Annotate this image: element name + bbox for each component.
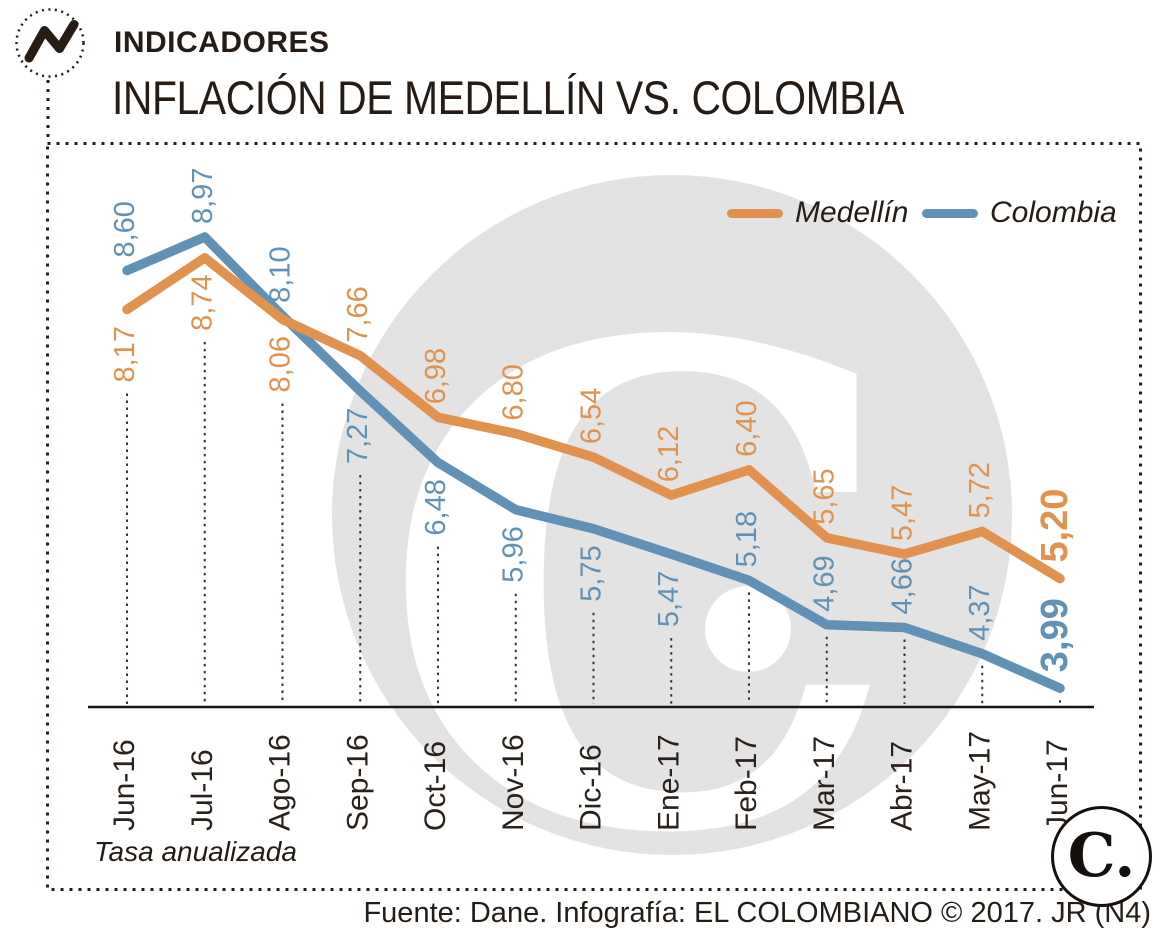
el-colombiano-logo: C.: [1051, 806, 1152, 907]
value-label-medellin-Abr-17: 5,47: [887, 485, 919, 541]
value-label-colombia-Abr-17: 4,66: [887, 558, 919, 614]
value-label-colombia-Oct-16: 6,48: [420, 479, 452, 535]
value-label-medellin-Ene-17: 6,12: [653, 426, 685, 482]
value-label-medellin-Oct-16: 6,98: [420, 348, 452, 404]
source-credit: Fuente: Dane. Infografía: EL COLOMBIANO …: [363, 897, 1151, 929]
axis-label-May-17: May-17: [963, 731, 996, 831]
axis-label-Jul-16: Jul-16: [186, 749, 219, 831]
value-label-medellin-Jun-16: 8,17: [109, 326, 141, 382]
colombia-line-swatch: [922, 208, 978, 218]
legend-label-medellin: Medellín: [795, 196, 909, 229]
value-label-colombia-Feb-17: 5,18: [731, 511, 763, 567]
watermark-disk: [332, 175, 1012, 855]
axis-label-Oct-16: Oct-16: [419, 741, 452, 831]
indicators-logo-circle: [15, 8, 85, 78]
value-label-colombia-Ene-17: 5,47: [653, 571, 685, 627]
value-label-medellin-May-17: 5,72: [964, 462, 996, 518]
value-label-colombia-Dic-16: 5,75: [576, 545, 608, 601]
axis-label-Dic-16: Dic-16: [575, 744, 608, 831]
value-label-colombia-Ago-16: 8,10: [265, 246, 297, 302]
value-label-medellin-Sep-16: 7,66: [342, 286, 374, 342]
axis-label-Mar-17: Mar-17: [808, 736, 841, 831]
value-label-colombia-Jul-16: 8,97: [187, 168, 219, 224]
value-label-medellin-Mar-17: 5,65: [809, 468, 841, 524]
axis-label-Ago-16: Ago-16: [264, 734, 297, 831]
value-label-medellin-Jun-17: 5,20: [1034, 489, 1076, 563]
medellin-line-swatch: [727, 208, 783, 218]
value-label-colombia-Nov-16: 5,96: [498, 526, 530, 582]
value-label-medellin-Feb-17: 6,40: [731, 400, 763, 456]
frame-border: [46, 142, 1142, 891]
series-line-medellín: [122, 253, 1065, 584]
axis-label-Jun-17: Jun-17: [1041, 739, 1074, 831]
axis-label-Ene-17: Ene-17: [652, 734, 685, 831]
axis-label-Feb-17: Feb-17: [730, 736, 763, 831]
value-label-medellin-Dic-16: 6,54: [576, 388, 608, 444]
page-title: INFLACIÓN DE MEDELLÍN VS. COLOMBIA: [112, 71, 904, 124]
value-label-colombia-Sep-16: 7,27: [342, 408, 374, 464]
watermark-c-logo: C: [378, 202, 903, 944]
section-kicker: INDICADORES: [114, 26, 330, 59]
legend-item-colombia: Colombia: [922, 196, 1117, 230]
value-label-colombia-Jun-16: 8,60: [109, 201, 141, 257]
chart-note: Tasa anualizada: [94, 836, 297, 867]
value-label-medellin-Nov-16: 6,80: [498, 364, 530, 420]
legend-item-medellin: Medellín: [727, 196, 908, 230]
axis-label-Nov-16: Nov-16: [497, 734, 530, 831]
value-label-medellin-Jul-16: 8,74: [187, 274, 219, 330]
axis-label-Sep-16: Sep-16: [341, 734, 374, 831]
legend-label-colombia: Colombia: [990, 196, 1117, 229]
value-label-colombia-May-17: 4,37: [964, 584, 996, 640]
trend-zigzag-icon: [24, 20, 79, 63]
value-label-colombia-Jun-17: 3,99: [1034, 598, 1076, 672]
value-label-medellin-Ago-16: 8,06: [265, 336, 297, 392]
value-label-colombia-Mar-17: 4,69: [809, 555, 841, 611]
axis-label-Abr-17: Abr-17: [886, 741, 919, 831]
axis-label-Jun-16: Jun-16: [108, 739, 141, 831]
